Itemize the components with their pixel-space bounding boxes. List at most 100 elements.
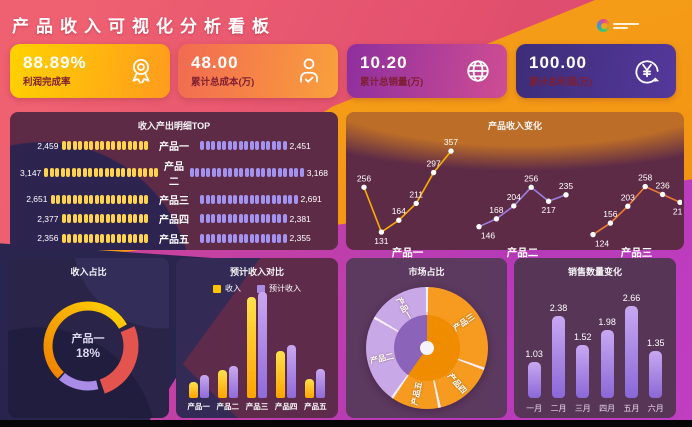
bar-dot [238,233,243,243]
legend-item[interactable]: 收入 [213,283,241,294]
bar-dot [143,168,148,178]
pictorial-bar-chart: 2,459 产品一 2,451 3,147 产品二 3,168 2,651 产品三 2,691 2… [10,136,338,248]
bar-dot [205,194,210,204]
data-label: 131 [374,236,388,246]
bar-dot [277,233,281,243]
data-label: 146 [481,231,495,241]
bar-dot [293,194,298,204]
bar [551,316,565,398]
bar-dot [83,194,88,204]
bar-dot [133,141,137,151]
bar-dot [277,141,281,151]
legend-label: 收入 [225,284,241,293]
bar-dot [72,141,77,151]
bar-dot [138,214,143,224]
data-point [413,200,419,207]
bar-dot [133,214,137,224]
bar-dot [227,214,232,224]
bar-column: 1.35 六月 [647,338,665,414]
bar-dot [244,141,248,151]
bar-column: 1.03 一月 [525,349,543,414]
panel-expected-revenue-compare: 预计收入对比 收入 预计收入 产品一 产品二 产品三 产品四 产品五 [176,258,338,418]
bar-group: 产品二 [217,366,239,412]
data-label: 217 [542,205,556,215]
line-series [478,186,567,228]
donut-segment [43,301,127,379]
bar-value: 2.38 [549,303,568,313]
bar-dot [61,194,66,204]
panel-market-share: 市场占比 产品三 产品四 产品五 产品二 产品一 [346,258,507,418]
bar-value-right: 2,691 [300,194,322,205]
bar [527,362,541,398]
x-axis-label: 五月 [623,404,640,413]
bar [600,330,614,398]
bar-value-right: 2,381 [289,213,311,224]
table-row: 3,147 产品二 3,168 [20,158,328,188]
bar-dot [105,214,110,224]
x-axis-label: 一月 [526,404,543,413]
x-axis-label: 产品三 [621,246,653,259]
bar-dot [100,214,104,224]
bar-dot [282,214,287,224]
bar-dot [144,233,148,243]
bar-dot [67,214,71,224]
logo [597,19,639,32]
bar-dot [244,233,248,243]
bar-dot [228,168,233,178]
bar-dot [116,214,121,224]
chart-legend: 收入 预计收入 [176,283,338,294]
bar [305,379,315,398]
bar-dot [116,141,121,151]
bar-dot [216,233,221,243]
kpi-label: 累计总成本(万) [191,77,255,89]
bar-dot [227,194,232,204]
bottom-edge-bar [0,420,692,427]
data-label: 236 [656,180,670,190]
bar-dot [299,168,304,178]
kpi-total-cost: 48.00 累计总成本(万) [178,44,338,98]
bar-dot [233,233,237,243]
bar-dot [205,233,210,243]
kpi-label: 累计总销量(万) [360,77,424,89]
bar-dot [261,168,266,178]
kpi-label: 利润完成率 [23,77,71,89]
bar-dot [138,141,143,151]
bar-dot [78,141,82,151]
bar-dot [266,168,271,178]
bar-dot [260,233,265,243]
bar-group: 产品一 [187,375,210,412]
bar-dot [200,168,205,178]
bar-dot [133,194,137,204]
bar-dot [154,168,159,178]
bar-dot [110,168,115,178]
category-label: 产品一 [187,402,210,411]
bar-dot [100,233,104,243]
bar-dot [255,141,259,151]
bar-dot [277,194,281,204]
kpi-value: 48.00 [191,52,239,72]
bar-left [61,214,148,224]
legend-label: 预计收入 [269,284,301,293]
bar-dot [105,194,110,204]
data-point [642,183,648,190]
table-row: 2,377 产品四 2,381 [20,211,328,227]
bar-dot [44,168,49,178]
panel-title: 预计收入对比 [229,267,284,277]
bar-dot [211,214,215,224]
data-label: 235 [559,181,573,191]
bar-value-left: 2,377 [37,213,59,224]
data-point [563,192,569,198]
bar-dot [111,194,115,204]
bar-dot [222,214,226,224]
bar-dot [282,233,287,243]
bar-dot [211,141,215,151]
donut-segment [59,372,99,391]
person-check-icon [300,58,318,83]
data-label: 124 [595,239,609,249]
bar-dot [83,233,88,243]
legend-item[interactable]: 预计收入 [257,283,301,294]
bar-dot [122,141,126,151]
bar-group: 产品五 [304,369,327,412]
bar-left [61,141,148,151]
bar [276,351,286,398]
